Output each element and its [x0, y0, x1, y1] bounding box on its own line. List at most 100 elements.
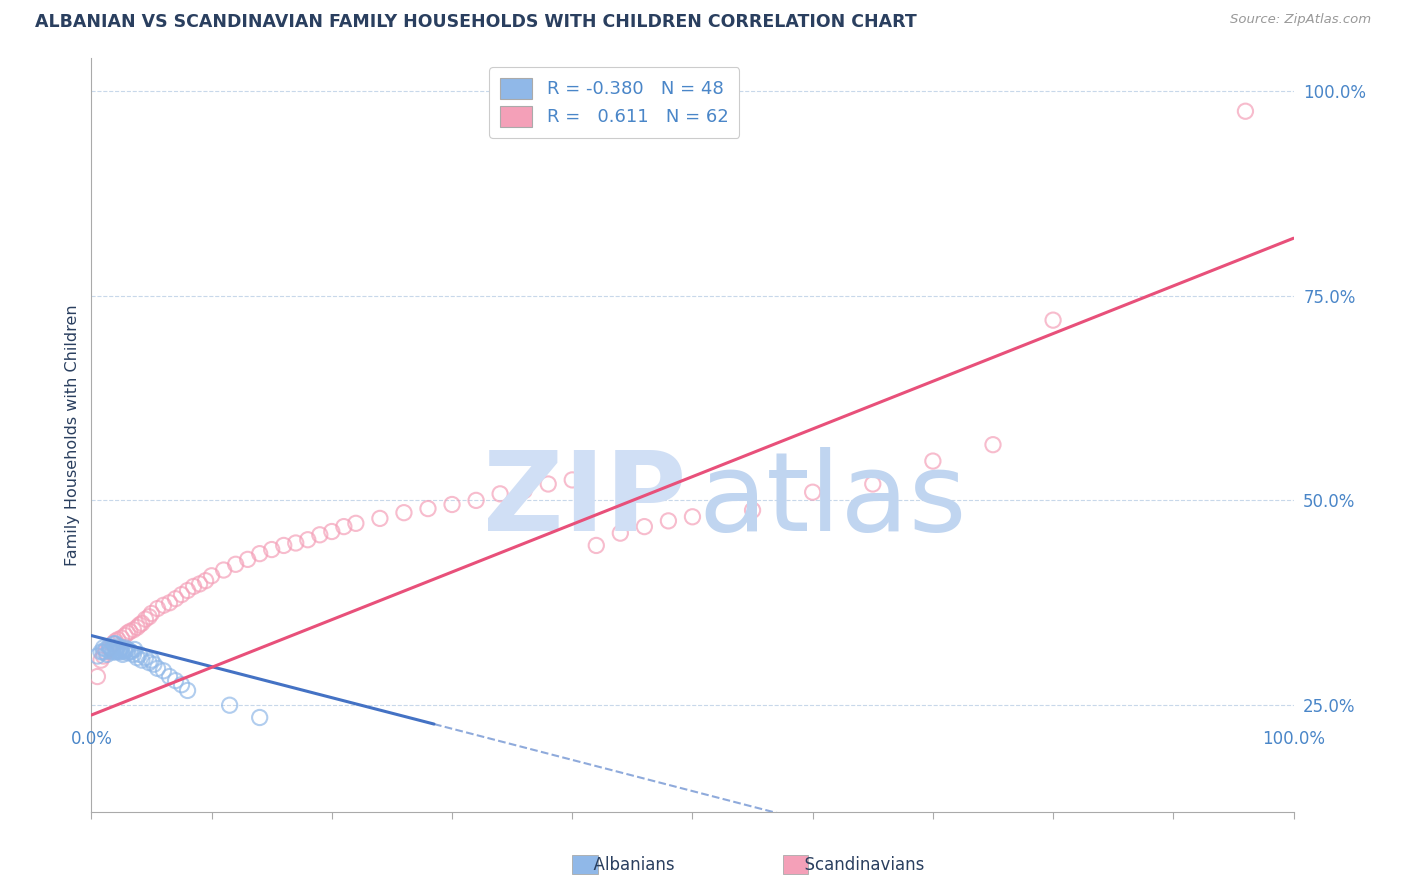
Point — [392, 506, 415, 520]
Point — [465, 493, 488, 508]
Point — [236, 552, 259, 566]
Point — [101, 640, 124, 655]
Point — [93, 640, 115, 655]
Point — [368, 511, 391, 525]
Point — [333, 519, 356, 533]
Point — [741, 503, 763, 517]
Point — [114, 644, 136, 658]
Point — [681, 509, 703, 524]
Point — [440, 498, 463, 512]
Point — [416, 501, 439, 516]
Point — [284, 536, 307, 550]
Point — [117, 626, 139, 640]
Point — [93, 645, 115, 659]
Point — [86, 648, 108, 663]
Point — [308, 528, 330, 542]
Point — [125, 620, 148, 634]
Text: atlas: atlas — [699, 447, 967, 554]
Point — [118, 644, 141, 658]
Point — [249, 547, 271, 561]
Point — [101, 642, 124, 657]
Point — [98, 644, 121, 658]
Point — [344, 516, 367, 531]
Point — [141, 653, 163, 667]
Point — [90, 653, 112, 667]
Point — [176, 583, 198, 598]
Point — [170, 678, 193, 692]
Point — [114, 640, 136, 655]
Point — [120, 645, 142, 659]
Point — [104, 640, 127, 655]
Point — [170, 588, 193, 602]
Point — [122, 623, 145, 637]
Point — [107, 639, 129, 653]
Point — [159, 596, 181, 610]
Point — [104, 637, 127, 651]
Point — [260, 542, 283, 557]
Point — [249, 710, 271, 724]
Legend: R = -0.380   N = 48, R =   0.611   N = 62: R = -0.380 N = 48, R = 0.611 N = 62 — [489, 67, 740, 137]
Point — [165, 591, 187, 606]
Point — [103, 637, 125, 651]
Point — [104, 634, 127, 648]
Point — [273, 538, 295, 552]
Point — [108, 645, 131, 659]
Point — [117, 646, 139, 660]
Point — [110, 640, 132, 655]
Point — [201, 568, 224, 582]
Point — [657, 514, 679, 528]
Point — [93, 648, 115, 663]
Point — [101, 645, 124, 659]
Point — [609, 526, 631, 541]
Point — [86, 669, 108, 683]
Point — [98, 640, 121, 655]
Point — [105, 642, 128, 657]
Point — [131, 653, 153, 667]
Point — [297, 533, 319, 547]
Point — [1234, 104, 1257, 119]
Point — [131, 616, 153, 631]
Point — [134, 612, 156, 626]
Point — [112, 642, 135, 657]
Point — [981, 438, 1004, 452]
Point — [94, 645, 117, 659]
Point — [146, 601, 169, 615]
Text: ZIP: ZIP — [484, 447, 686, 554]
Point — [183, 579, 205, 593]
Point — [90, 645, 112, 659]
Point — [1042, 313, 1064, 327]
Point — [110, 631, 132, 645]
Bar — [572, 855, 598, 874]
Point — [110, 645, 132, 659]
Point — [101, 637, 124, 651]
Text: ALBANIAN VS SCANDINAVIAN FAMILY HOUSEHOLDS WITH CHILDREN CORRELATION CHART: ALBANIAN VS SCANDINAVIAN FAMILY HOUSEHOL… — [35, 13, 917, 31]
Point — [513, 483, 536, 498]
Point — [122, 648, 145, 662]
Point — [321, 524, 343, 539]
Point — [128, 618, 150, 632]
Point — [633, 519, 655, 533]
Point — [489, 487, 512, 501]
Point — [94, 642, 117, 657]
Point — [159, 669, 181, 683]
Y-axis label: Family Households with Children: Family Households with Children — [65, 304, 80, 566]
Point — [128, 648, 150, 662]
Point — [218, 698, 240, 713]
Point — [100, 640, 122, 655]
Point — [225, 558, 247, 572]
Point — [801, 485, 824, 500]
Point — [165, 673, 187, 688]
Point — [124, 642, 146, 657]
Point — [138, 656, 160, 670]
Bar — [783, 855, 808, 874]
Point — [862, 477, 884, 491]
Point — [111, 648, 134, 662]
Point — [585, 538, 607, 552]
Point — [98, 639, 121, 653]
Point — [152, 664, 174, 678]
Text: Albanians: Albanians — [583, 856, 675, 874]
Point — [176, 683, 198, 698]
Point — [114, 629, 136, 643]
Point — [146, 661, 169, 675]
Point — [188, 577, 211, 591]
